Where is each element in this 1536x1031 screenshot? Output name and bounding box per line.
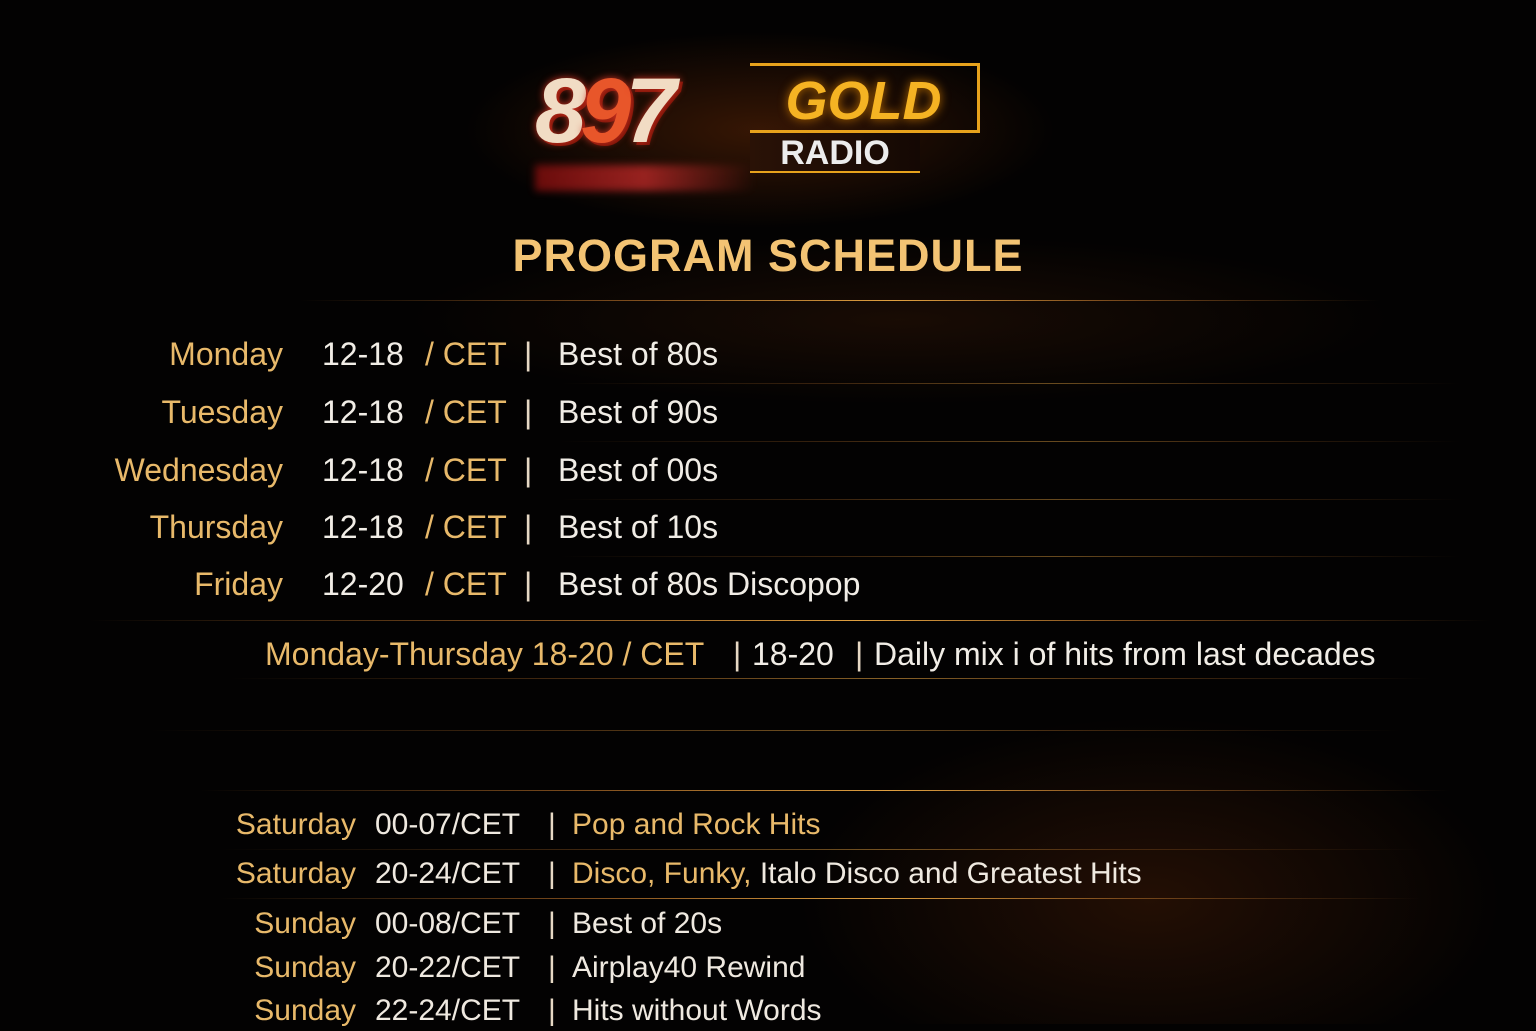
day-label: Saturday [235,808,356,841]
time-range: 22-24/CET [375,994,521,1027]
time-zone: / CET [425,394,507,430]
program-name: Hits without Words [572,994,822,1027]
program-name: Best of 80s Discopop [558,566,861,602]
separator: | [548,907,556,940]
program-name: Airplay40 Rewind [572,951,806,984]
separator: | [548,994,556,1027]
divider [560,499,1460,500]
time-zone: / CET [425,566,507,602]
program-name: Best of 20s [572,907,723,940]
separator: | [733,636,742,672]
day-label: Tuesday [161,394,283,430]
separator: | [524,452,533,488]
time-range: 00-08/CET [375,907,521,940]
day-label: Friday [194,566,283,602]
divider [560,556,1460,557]
separator: | [548,857,556,890]
divider [300,300,1380,301]
time-range: 20-22/CET [375,951,521,984]
day-label: Saturday [235,857,356,890]
daily-mix-program: Daily mix i of hits from last decades [874,636,1376,672]
program-name: Best of 90s [558,394,719,430]
program-name: Best of 80s [558,336,719,372]
time-range: 12-18 [322,394,404,430]
time-zone: / CET [425,509,507,545]
time-range: 00-07/CET [375,808,521,841]
divider [220,898,1420,899]
day-label: Sunday [254,951,356,984]
time-zone: / CET [425,336,507,372]
logo-flare [535,165,755,191]
station-logo: 897 GOLD RADIO [525,55,985,200]
time-range: 12-20 [322,566,404,602]
logo-gold: GOLD [750,63,980,133]
time-zone: / CET [425,452,507,488]
program-name: Best of 00s [558,452,719,488]
day-label: Sunday [254,994,356,1027]
separator: | [524,394,533,430]
time-range: 12-18 [322,336,404,372]
separator: | [855,636,864,672]
daily-mix-time: 18-20 [752,636,834,672]
schedule-row: Sunday 22-24/CET | Hits without Words [0,991,1536,1031]
schedule-row: Monday 12-18 / CET | Best of 80s [0,334,1536,374]
divider [200,790,1450,791]
schedule-row: Sunday 00-08/CET | Best of 20s [0,904,1536,944]
daily-mix-row: Monday-Thursday 18-20 / CET | 18-20 | Da… [0,634,1536,674]
schedule-row: Thursday 12-18 / CET | Best of 10s [0,507,1536,547]
program-name-highlight: Pop and Rock Hits [572,808,821,841]
divider [220,849,1420,850]
day-label: Wednesday [114,452,283,488]
schedule-row: Tuesday 12-18 / CET | Best of 90s [0,392,1536,432]
time-range: 12-18 [322,509,404,545]
divider [150,730,1400,731]
schedule-row: Friday 12-20 / CET | Best of 80s Discopo… [0,564,1536,604]
separator: | [524,509,533,545]
time-range: 12-18 [322,452,404,488]
time-range: 20-24/CET [375,857,521,890]
separator: | [548,808,556,841]
divider [560,383,1460,384]
schedule-row: Saturday 00-07/CET | Pop and Rock Hits [0,805,1536,845]
separator: | [548,951,556,984]
divider [230,678,1430,679]
day-label: Sunday [254,907,356,940]
separator: | [524,566,533,602]
day-label: Thursday [149,509,283,545]
divider [560,441,1460,442]
program-name-highlight: Disco, Funky, [572,857,752,890]
program-name: Italo Disco and Greatest Hits [759,857,1142,890]
logo-radio: RADIO [750,133,920,173]
day-label: Monday [169,336,283,372]
page-title: PROGRAM SCHEDULE [512,230,1024,281]
logo-number: 897 [535,60,677,162]
schedule-row: Saturday 20-24/CET | Disco, Funky, Italo… [0,854,1536,894]
schedule-row: Wednesday 12-18 / CET | Best of 00s [0,450,1536,490]
schedule-row: Sunday 20-22/CET | Airplay40 Rewind [0,948,1536,988]
separator: | [524,336,533,372]
daily-mix-days: Monday-Thursday 18-20 / CET [265,636,705,672]
divider [90,620,1490,621]
program-name: Best of 10s [558,509,719,545]
